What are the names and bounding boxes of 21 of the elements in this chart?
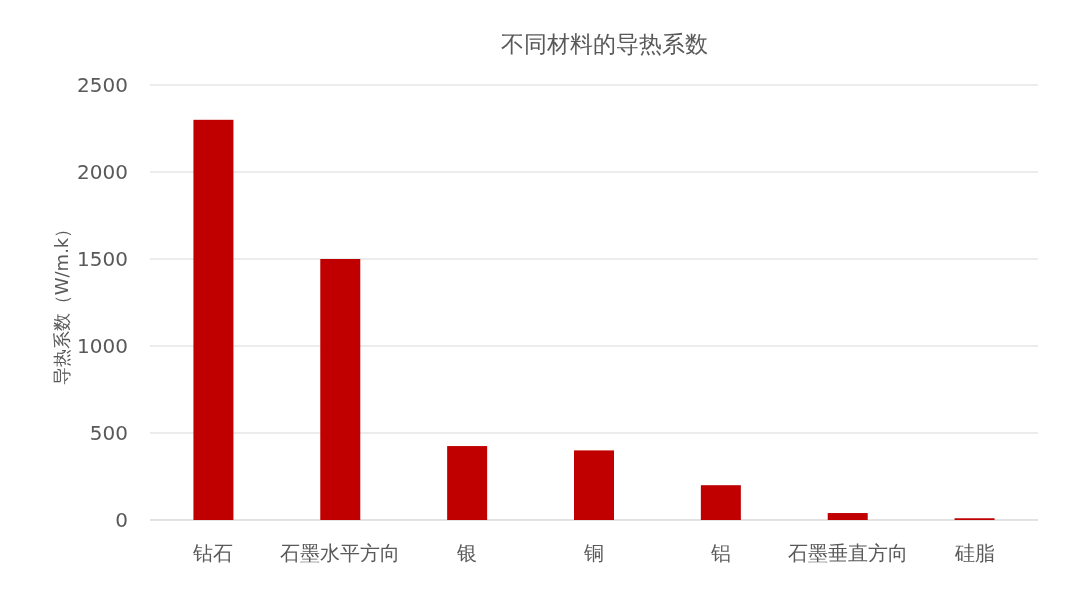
x-tick-label: 硅脂 [953, 541, 995, 565]
x-tick-label: 石墨垂直方向 [787, 541, 908, 565]
y-tick-label: 1500 [77, 247, 128, 271]
x-tick-label: 银 [456, 541, 478, 565]
bar [193, 119, 234, 520]
y-tick-label: 0 [115, 508, 128, 532]
bar [827, 513, 868, 520]
y-tick-label: 1000 [77, 334, 128, 358]
y-axis-title: 导热系数（W/m.k） [51, 219, 72, 386]
y-tick-label: 2000 [77, 160, 128, 184]
chart-title: 不同材料的导热系数 [500, 31, 708, 57]
bar [320, 259, 361, 520]
bar [574, 450, 614, 520]
bar [447, 446, 488, 520]
x-tick-label: 铝 [709, 541, 731, 565]
y-tick-label: 500 [89, 421, 128, 445]
bar [700, 485, 741, 520]
y-tick-label: 2500 [77, 73, 128, 97]
x-tick-label: 钻石 [192, 541, 234, 565]
x-tick-label: 铜 [583, 541, 604, 565]
x-tick-label: 石墨水平方向 [280, 541, 401, 565]
